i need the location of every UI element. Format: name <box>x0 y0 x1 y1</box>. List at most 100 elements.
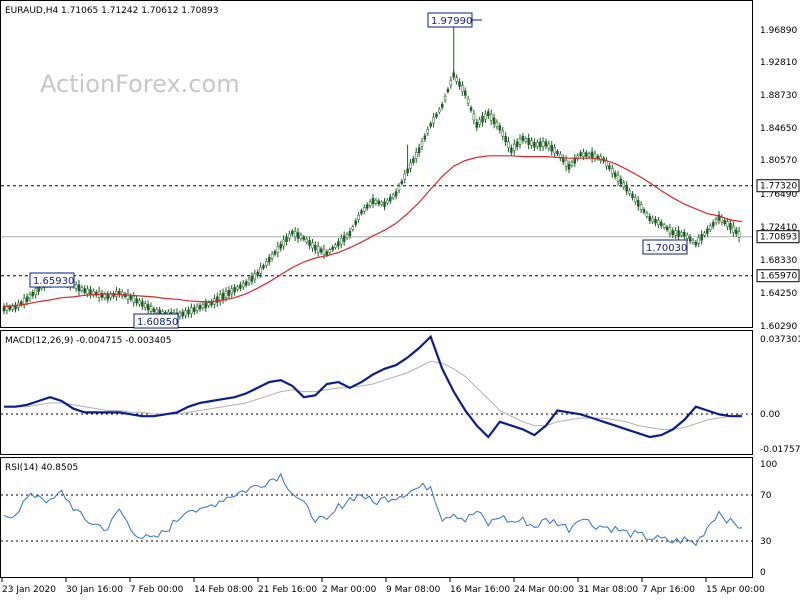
candle-body <box>221 292 225 300</box>
candle-body <box>590 151 594 159</box>
candle-body <box>668 227 672 234</box>
candle-body <box>472 113 476 121</box>
candle-body <box>611 168 614 174</box>
price-tick-label: 1.76490 <box>760 190 797 200</box>
moving-average-line <box>3 155 743 307</box>
chart-header: EURAUD,H4 1.71065 1.71242 1.70612 1.7089… <box>5 6 219 16</box>
time-tick-label: 31 Mar 08:00 <box>578 585 638 595</box>
candle-body <box>22 298 26 305</box>
candle-body <box>455 77 458 82</box>
candle-body <box>697 237 701 244</box>
candle-body <box>449 79 453 86</box>
candle-body <box>709 225 712 230</box>
candle-body <box>440 103 444 108</box>
macd-title: MACD(12,26,9) -0.004715 -0.003405 <box>5 336 171 346</box>
candle-body <box>201 304 205 309</box>
candle-body <box>420 141 424 147</box>
candle-body <box>351 226 355 230</box>
candle-body <box>227 289 231 296</box>
candle-body <box>187 309 190 315</box>
candle-body <box>458 81 461 87</box>
time-axis: 23 Jan 2020 30 Jan 16:00 7 Feb 00:00 14 Feb… <box>1 578 765 595</box>
candle-body <box>432 116 435 124</box>
macd-line <box>4 334 742 439</box>
candle-body <box>469 107 473 111</box>
candle-body <box>616 174 620 182</box>
candle-body <box>244 281 248 286</box>
candle-body <box>242 282 245 288</box>
candle-body <box>340 238 343 245</box>
candle-body <box>74 284 78 289</box>
candle-body <box>95 291 98 296</box>
time-tick-label: 9 Mar 08:00 <box>386 585 441 595</box>
price-tick-label: 1.96890 <box>760 26 797 36</box>
candle-body <box>132 296 135 303</box>
annotation-local-high: 1.65930 <box>29 272 75 288</box>
candle-body <box>291 230 294 235</box>
candle-body <box>80 287 84 292</box>
rsi-panel-frame <box>0 457 753 578</box>
candle-body <box>475 122 479 128</box>
candle-body <box>83 288 86 293</box>
candle-body <box>363 207 366 212</box>
candle-body <box>135 298 138 304</box>
candle-body <box>354 220 357 225</box>
candle-body <box>112 293 115 297</box>
candle-body <box>544 141 548 147</box>
candle-body <box>224 291 228 298</box>
candle-body <box>634 197 637 202</box>
candle-body <box>694 242 698 246</box>
candle-body <box>288 233 291 239</box>
candle-body <box>31 292 35 297</box>
candle-body <box>357 214 360 220</box>
candle-body <box>397 185 401 191</box>
candle-body <box>360 210 363 214</box>
candle-body <box>8 306 12 310</box>
candle-body <box>311 242 314 249</box>
rsi-tick-label: 30 <box>760 537 772 547</box>
candle-body <box>267 256 271 263</box>
candle-body <box>184 310 187 316</box>
candle-body <box>345 234 349 238</box>
candle-body <box>417 147 421 154</box>
candle-body <box>193 307 196 312</box>
candle-body <box>348 231 352 236</box>
candle-body <box>636 200 640 207</box>
candle-body <box>576 155 579 160</box>
candle-body <box>233 287 236 293</box>
candle-body <box>391 194 395 199</box>
candle-body <box>426 129 430 134</box>
candle-body <box>723 220 726 224</box>
candle-body <box>178 312 182 318</box>
candle-body <box>86 288 89 294</box>
candle-body <box>423 135 427 140</box>
candle-body <box>553 147 556 154</box>
level-label-1: 1.77320 <box>756 179 800 193</box>
candle-body <box>593 153 597 159</box>
candle-body <box>662 224 666 228</box>
candle-body <box>2 306 6 312</box>
candle-body <box>515 141 519 148</box>
candle-body <box>579 152 582 157</box>
candle-body <box>642 209 646 213</box>
price-tick-label: 1.68330 <box>760 256 797 266</box>
candle-body <box>383 201 386 207</box>
rsi-line <box>3 472 743 547</box>
candle-body <box>533 141 536 148</box>
candle-body <box>89 289 92 295</box>
candle-body <box>461 85 464 92</box>
candle-body <box>109 293 112 299</box>
candle-body <box>273 251 277 255</box>
candle-body <box>599 156 602 161</box>
candle-body <box>325 251 329 256</box>
candle-body <box>567 164 571 170</box>
candle-body <box>144 303 147 308</box>
candle-body <box>198 305 202 310</box>
candle-body <box>100 292 104 298</box>
candle-body <box>282 239 285 246</box>
candle-body <box>654 218 657 224</box>
candle-body <box>429 123 432 127</box>
candle-body <box>279 243 282 249</box>
candle-body <box>585 152 588 157</box>
